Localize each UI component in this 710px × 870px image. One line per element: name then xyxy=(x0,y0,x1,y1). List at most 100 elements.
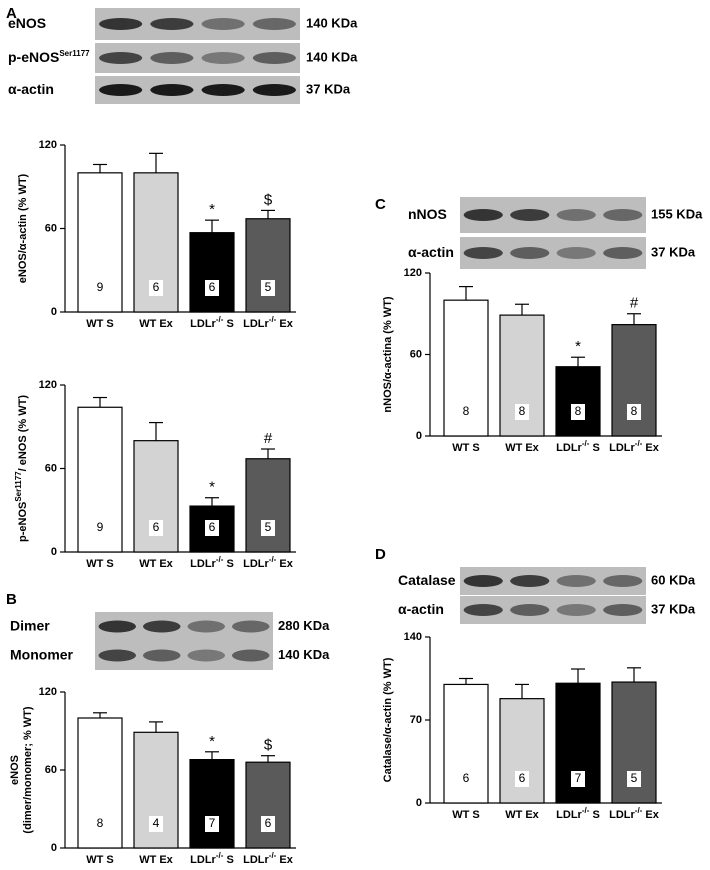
y-tick-label: 60 xyxy=(45,764,57,776)
significance-marker: * xyxy=(209,201,215,218)
blot-label-part: α-actin xyxy=(8,81,54,97)
blot-band xyxy=(603,575,643,587)
n-label-bg xyxy=(627,771,641,787)
n-label: 6 xyxy=(153,520,160,534)
bar xyxy=(77,172,123,313)
blot-band xyxy=(150,18,194,30)
n-label-bg xyxy=(205,816,219,832)
x-tick-label-part: WT S xyxy=(452,809,480,821)
n-label-bg xyxy=(515,404,529,420)
n-label-bg xyxy=(93,520,107,536)
x-tick-label-part: WT S xyxy=(452,442,480,454)
blot-band xyxy=(556,209,596,221)
blot-band xyxy=(98,620,136,633)
x-tick-label-part: Ex xyxy=(642,442,659,454)
panel-letter: A xyxy=(6,5,17,22)
blot-label-part: α-actin xyxy=(398,601,444,617)
x-tick-label: LDLr-/- Ex xyxy=(243,851,294,866)
y-axis-label: Catalase/α-actin (% WT) xyxy=(382,657,394,782)
blot-band xyxy=(201,84,245,96)
x-tick-label: WT Ex xyxy=(139,318,173,330)
y-tick-label: 120 xyxy=(39,379,57,391)
y-axis-label-part: Catalase/α-actin (% WT) xyxy=(382,657,394,782)
x-tick-label: WT Ex xyxy=(139,854,173,866)
blot-band xyxy=(143,620,181,633)
y-axis-label-part: / eNOS (% WT) xyxy=(17,395,29,472)
y-tick-label: 0 xyxy=(51,546,57,558)
y-tick-label: 120 xyxy=(39,139,57,151)
n-label-bg xyxy=(149,280,163,296)
x-tick-label-part: -/- xyxy=(269,555,277,564)
y-axis-label-part: eNOS xyxy=(9,755,21,785)
blot-band xyxy=(99,52,143,64)
blot-band xyxy=(150,84,194,96)
x-tick-label-part: S xyxy=(223,558,233,570)
blot-label: Monomer xyxy=(10,646,74,662)
bar xyxy=(189,758,235,849)
x-tick-label-part: LDLr xyxy=(556,442,582,454)
blot-size: 37 KDa xyxy=(651,244,696,259)
blot-label: Dimer xyxy=(10,617,50,633)
significance-marker: * xyxy=(209,733,215,750)
blot-label: p-eNOSSer1177 xyxy=(8,49,90,65)
n-label-bg xyxy=(149,816,163,832)
x-tick-label-part: -/- xyxy=(216,555,224,564)
n-label-bg xyxy=(515,771,529,787)
significance-marker: # xyxy=(264,430,273,447)
blot-band xyxy=(99,84,143,96)
panel-letter: B xyxy=(6,591,17,608)
n-label: 5 xyxy=(265,280,272,294)
x-tick-label-part: WT Ex xyxy=(139,558,173,570)
n-label: 6 xyxy=(209,280,216,294)
significance-marker: # xyxy=(630,295,639,312)
n-label: 6 xyxy=(463,771,470,785)
n-label: 5 xyxy=(265,520,272,534)
y-axis-label: nNOS/α-actina (% WT) xyxy=(382,296,394,412)
blot-size: 140 KDa xyxy=(306,15,358,30)
blot-size: 140 KDa xyxy=(278,647,330,662)
bar xyxy=(555,366,601,437)
blot-band xyxy=(187,649,225,662)
y-axis-label-part: nNOS/α-actina (% WT) xyxy=(382,296,394,412)
blot-band xyxy=(556,247,596,259)
x-tick-label-part: S xyxy=(589,809,599,821)
n-label: 4 xyxy=(153,816,160,830)
x-tick-label-part: S xyxy=(223,318,233,330)
n-label-bg xyxy=(261,280,275,296)
x-tick-label: LDLr-/- Ex xyxy=(243,555,294,570)
blot-band xyxy=(463,209,503,221)
x-tick-label-part: WT Ex xyxy=(139,854,173,866)
y-tick-label: 70 xyxy=(410,714,422,726)
blot-band xyxy=(510,209,550,221)
n-label-bg xyxy=(571,404,585,420)
x-tick-label: WT S xyxy=(86,558,114,570)
y-axis-label-part: (dimer/monomer; % WT) xyxy=(22,706,34,833)
x-tick-label-part: LDLr xyxy=(190,854,216,866)
n-label-bg xyxy=(261,816,275,832)
x-tick-label-part: Ex xyxy=(642,809,659,821)
n-label-bg xyxy=(571,771,585,787)
y-tick-label: 120 xyxy=(39,686,57,698)
y-tick-label: 60 xyxy=(410,348,422,360)
bar xyxy=(499,698,545,804)
blot-label-part: Monomer xyxy=(10,646,74,662)
x-tick-label-part: -/- xyxy=(635,806,643,815)
y-tick-label: 60 xyxy=(45,462,57,474)
x-tick-label-part: S xyxy=(223,854,233,866)
n-label: 8 xyxy=(575,404,582,418)
x-tick-label-part: LDLr xyxy=(556,809,582,821)
blot-band xyxy=(98,649,136,662)
x-tick-label: LDLr-/- S xyxy=(190,315,234,330)
n-label: 8 xyxy=(463,404,470,418)
blot-size: 140 KDa xyxy=(306,49,358,64)
x-tick-label-part: LDLr xyxy=(190,558,216,570)
x-tick-label-part: LDLr xyxy=(190,318,216,330)
x-tick-label-part: Ex xyxy=(276,854,293,866)
blot-band xyxy=(187,620,225,633)
blot-size: 37 KDa xyxy=(651,601,696,616)
blot-label: α-actin xyxy=(398,601,444,617)
blot-band xyxy=(232,620,270,633)
blot-band xyxy=(510,247,550,259)
blot-band xyxy=(252,18,296,30)
y-axis-label: eNOS(dimer/monomer; % WT) xyxy=(9,706,34,833)
